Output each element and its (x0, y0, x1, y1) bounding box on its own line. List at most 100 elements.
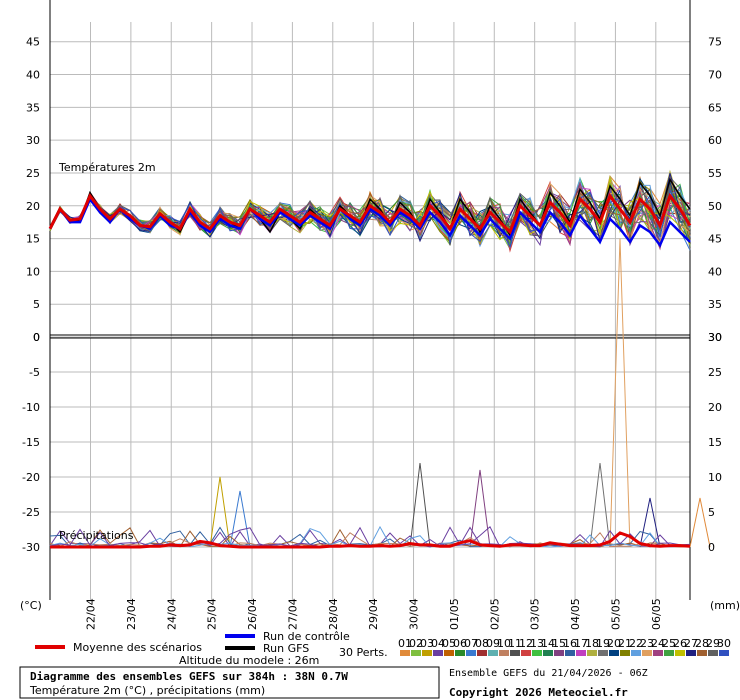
left-unit-label: (°C) (20, 599, 42, 612)
x-tick-label: 02/05 (488, 598, 501, 630)
x-tick-label: 05/05 (609, 598, 622, 630)
pert-swatch (719, 650, 729, 656)
precipitation-member-peak (689, 497, 711, 548)
precip-right-tick-label: 10 (708, 471, 722, 484)
pert-swatch (642, 650, 652, 656)
x-tick-label: 22/04 (85, 598, 98, 630)
pert-number: 08 (475, 637, 489, 650)
x-tick-label: 29/04 (367, 598, 380, 630)
temp-left-tick-label: 35 (26, 101, 40, 114)
pert-number: 18 (585, 637, 599, 650)
pert-number: 30 (717, 637, 731, 650)
precip-right-tick-label: 15 (708, 436, 722, 449)
temp-right-tick-label: 70 (708, 69, 722, 82)
temp-right-tick-label: 35 (708, 298, 722, 311)
temp-left-tick-label: 0 (33, 331, 40, 344)
x-tick-label: 06/05 (650, 598, 663, 630)
precipitation-member-peak (209, 476, 231, 548)
x-tick-label: 27/04 (286, 598, 299, 630)
pert-number: 12 (519, 637, 533, 650)
footer-title: Diagramme des ensembles GEFS sur 384h : … (30, 670, 348, 683)
pert-number: 16 (563, 637, 577, 650)
precipitation-member-peak (639, 497, 661, 548)
pert-number: 20 (607, 637, 621, 650)
chart-grid (50, 22, 690, 600)
temp-right-tick-label: 75 (708, 36, 722, 49)
precip-right-tick-label: 30 (708, 331, 722, 344)
x-tick-label: 24/04 (165, 598, 178, 630)
temp-left-tick-label: 10 (26, 265, 40, 278)
x-tick-label: 28/04 (327, 598, 340, 630)
legend: Moyenne des scénarios Run de contrôle Ru… (35, 630, 731, 659)
pert-number: 07 (464, 637, 478, 650)
pert-swatch (576, 650, 586, 656)
precipitation-member-peak (589, 462, 611, 548)
pert-number: 13 (530, 637, 544, 650)
temp-left-tick-label: 15 (26, 233, 40, 246)
temperature-mean-line (48, 192, 692, 235)
pert-number: 24 (651, 637, 665, 650)
ensemble-run-label: Ensemble GEFS du 21/04/2026 - 06Z (449, 668, 648, 679)
pert-swatch (609, 650, 619, 656)
precipitation-main-lines (50, 531, 691, 549)
x-tick-label: 26/04 (246, 598, 259, 630)
x-tick-label: 03/05 (529, 598, 542, 630)
pert-number: 05 (442, 637, 456, 650)
precip-left-tick-label: 0 (33, 331, 40, 344)
pert-swatch (466, 650, 476, 656)
pert-swatch (532, 650, 542, 656)
pert-swatch (598, 650, 608, 656)
precip-right-tick-label: 20 (708, 401, 722, 414)
precip-right-tick-label: 5 (708, 506, 715, 519)
pert-number: 26 (673, 637, 687, 650)
precipitation-mean-line (50, 531, 691, 549)
precip-left-tick-label: -10 (22, 401, 40, 414)
pert-number: 09 (486, 637, 500, 650)
chart-axes (49, 0, 691, 600)
pert-swatch (411, 650, 421, 656)
right-unit-label: (mm) (710, 599, 740, 612)
temperature-member-line (49, 188, 691, 248)
pert-swatch (587, 650, 597, 656)
pert-swatch (686, 650, 696, 656)
pert-swatch (664, 650, 674, 656)
pert-number: 02 (409, 637, 423, 650)
pert-swatch (543, 650, 553, 656)
pert-number: 01 (398, 637, 412, 650)
pert-number: 03 (420, 637, 434, 650)
pert-swatch (422, 650, 432, 656)
temp-left-tick-label: 30 (26, 134, 40, 147)
pert-number: 29 (706, 637, 720, 650)
x-tick-label: 25/04 (206, 598, 219, 630)
pert-number: 04 (431, 637, 445, 650)
precipitation-panel-label: Précipitations (59, 529, 134, 542)
copyright-label: Copyright 2026 Meteociel.fr (449, 686, 628, 699)
pert-number: 06 (453, 637, 467, 650)
pert-swatch (510, 650, 520, 656)
legend-gfs-label: Run GFS (263, 642, 309, 655)
pert-swatch (697, 650, 707, 656)
altitude-label: Altitude du modele : 26m (179, 654, 319, 667)
x-tick-label: 04/05 (569, 598, 582, 630)
temp-right-tick-label: 60 (708, 134, 722, 147)
footer-title-box (19, 666, 440, 699)
temp-left-tick-label: 45 (26, 36, 40, 49)
x-tick-label: 30/04 (408, 598, 421, 630)
precip-right-tick-label: 0 (708, 541, 715, 554)
temp-right-tick-label: 55 (708, 167, 722, 180)
pert-swatch (433, 650, 443, 656)
footer-subtitle: Température 2m (°C) , précipitations (mm… (29, 684, 265, 697)
pert-swatch (499, 650, 509, 656)
temp-right-tick-label: 65 (708, 101, 722, 114)
precip-left-tick-label: -30 (22, 541, 40, 554)
precip-left-tick-label: -5 (29, 366, 40, 379)
pert-swatch (708, 650, 718, 656)
pert-number: 27 (684, 637, 698, 650)
pert-number: 23 (640, 637, 654, 650)
pert-number: 28 (695, 637, 709, 650)
temp-left-tick-label: 25 (26, 167, 40, 180)
pert-number: 19 (596, 637, 610, 650)
x-tick-label: 01/05 (448, 598, 461, 630)
